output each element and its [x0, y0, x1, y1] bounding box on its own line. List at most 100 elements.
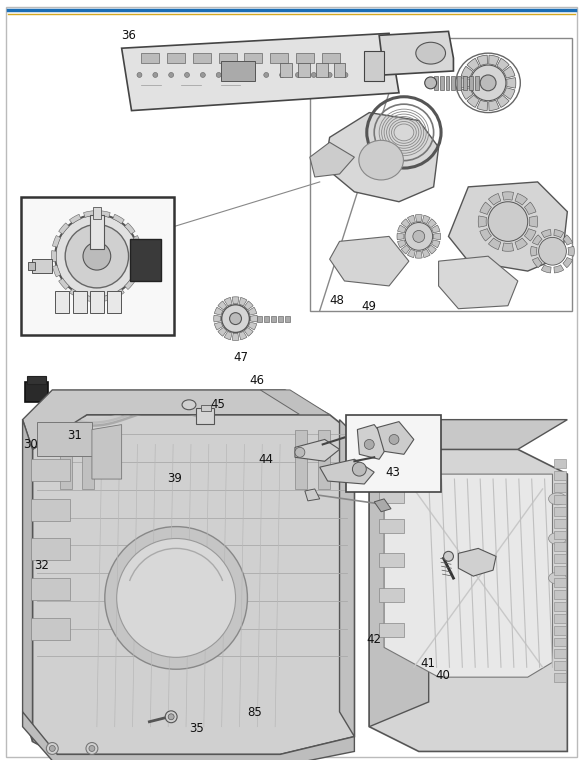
- Bar: [554, 471, 566, 480]
- Bar: [379, 519, 404, 533]
- Polygon shape: [369, 419, 567, 449]
- Polygon shape: [357, 425, 389, 459]
- Bar: [201, 405, 211, 411]
- Polygon shape: [329, 236, 409, 286]
- Wedge shape: [554, 265, 564, 273]
- Polygon shape: [384, 474, 553, 677]
- Wedge shape: [133, 265, 141, 277]
- Polygon shape: [260, 390, 329, 415]
- Bar: [270, 53, 288, 63]
- Bar: [554, 637, 566, 646]
- Wedge shape: [461, 78, 470, 88]
- Wedge shape: [83, 211, 95, 218]
- Text: 35: 35: [189, 722, 203, 735]
- Bar: [33, 259, 52, 273]
- Wedge shape: [215, 322, 223, 330]
- Circle shape: [539, 238, 566, 265]
- Text: 39: 39: [167, 471, 182, 484]
- Circle shape: [488, 202, 528, 241]
- Bar: [554, 495, 566, 503]
- Wedge shape: [515, 238, 528, 250]
- Wedge shape: [480, 228, 491, 241]
- Bar: [30, 539, 70, 560]
- Polygon shape: [33, 415, 354, 754]
- Wedge shape: [554, 229, 564, 238]
- Bar: [554, 602, 566, 610]
- Bar: [82, 429, 94, 489]
- Wedge shape: [497, 58, 509, 71]
- Bar: [257, 316, 262, 322]
- Wedge shape: [568, 246, 574, 256]
- Bar: [90, 215, 104, 249]
- Circle shape: [389, 435, 399, 445]
- Polygon shape: [305, 489, 319, 501]
- Circle shape: [444, 552, 454, 562]
- Wedge shape: [497, 95, 509, 108]
- Bar: [27, 376, 47, 384]
- Wedge shape: [397, 233, 404, 240]
- Circle shape: [230, 312, 241, 325]
- Circle shape: [425, 77, 437, 89]
- Wedge shape: [433, 233, 441, 240]
- Text: 85: 85: [248, 706, 262, 719]
- Wedge shape: [52, 265, 61, 277]
- Circle shape: [50, 746, 55, 752]
- Wedge shape: [431, 240, 440, 248]
- Bar: [554, 542, 566, 552]
- Wedge shape: [250, 316, 257, 322]
- Circle shape: [83, 242, 111, 270]
- Bar: [379, 489, 404, 503]
- Text: 47: 47: [234, 351, 249, 364]
- Wedge shape: [422, 249, 430, 257]
- Wedge shape: [113, 214, 124, 224]
- Wedge shape: [480, 202, 491, 215]
- Bar: [554, 555, 566, 563]
- Circle shape: [295, 448, 305, 458]
- Bar: [196, 408, 214, 423]
- Bar: [364, 51, 384, 81]
- Wedge shape: [524, 202, 536, 215]
- Wedge shape: [477, 100, 487, 111]
- Ellipse shape: [549, 572, 566, 584]
- Circle shape: [364, 439, 374, 449]
- Bar: [93, 207, 101, 219]
- Wedge shape: [408, 249, 415, 257]
- Circle shape: [311, 73, 316, 77]
- Wedge shape: [467, 58, 479, 71]
- Bar: [554, 613, 566, 623]
- Bar: [554, 519, 566, 528]
- Bar: [554, 590, 566, 599]
- Bar: [20, 197, 174, 335]
- Wedge shape: [415, 251, 422, 258]
- Text: 42: 42: [366, 633, 381, 646]
- Wedge shape: [218, 327, 227, 336]
- Bar: [298, 63, 310, 77]
- Wedge shape: [137, 251, 142, 262]
- Circle shape: [352, 462, 366, 476]
- Wedge shape: [461, 88, 473, 99]
- Wedge shape: [541, 229, 551, 238]
- Wedge shape: [239, 297, 247, 306]
- Bar: [379, 588, 404, 602]
- Wedge shape: [563, 235, 573, 245]
- Wedge shape: [461, 66, 473, 78]
- Bar: [458, 76, 461, 90]
- Wedge shape: [507, 78, 516, 88]
- Bar: [285, 316, 290, 322]
- Wedge shape: [133, 235, 141, 247]
- Text: 41: 41: [420, 657, 436, 670]
- Bar: [37, 422, 92, 456]
- Text: 40: 40: [436, 669, 450, 682]
- Text: 44: 44: [259, 453, 273, 466]
- Wedge shape: [489, 55, 499, 66]
- Wedge shape: [541, 265, 551, 273]
- Polygon shape: [448, 182, 567, 271]
- Wedge shape: [524, 228, 536, 241]
- Bar: [107, 291, 121, 312]
- Bar: [73, 291, 87, 312]
- Polygon shape: [92, 425, 122, 479]
- Text: 30: 30: [23, 438, 38, 451]
- Circle shape: [222, 305, 250, 332]
- Polygon shape: [458, 549, 496, 576]
- Wedge shape: [529, 216, 538, 227]
